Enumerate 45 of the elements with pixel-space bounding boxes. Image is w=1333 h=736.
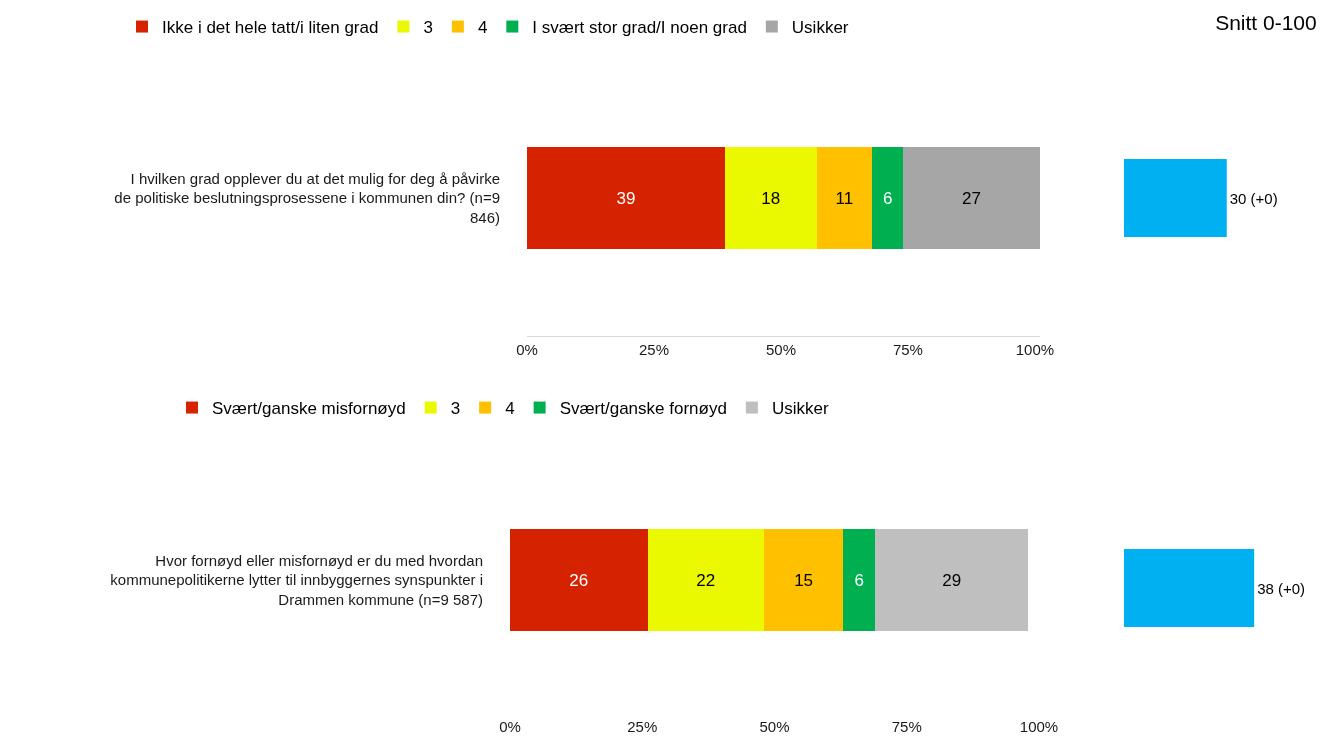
data-label: 15 xyxy=(794,570,814,590)
x-tick-label: 0% xyxy=(499,718,521,735)
x-tick-label: 25% xyxy=(627,718,658,735)
legend-label: 3 xyxy=(450,399,461,419)
data-label: 27 xyxy=(961,188,981,208)
legend-label: 4 xyxy=(477,18,488,38)
legend-label: Svært/ganske misfornøyd xyxy=(212,399,406,419)
data-label: 29 xyxy=(942,570,962,590)
legend-label: I svært stor grad/I noen grad xyxy=(532,18,747,38)
y-tick-label: Hvor fornøyd eller misfornøyd er du med hvordan kommunepolitikerne lytter til innbyggernes synspunkter i Drammen kommune (n=9 587) xyxy=(110,551,483,608)
chart-title: Snitt 0-100 xyxy=(1215,11,1317,35)
data-label: 26 xyxy=(569,570,589,590)
bar xyxy=(872,146,903,250)
x-tick-label: 0% xyxy=(516,341,538,358)
data-label: 22 xyxy=(696,570,716,590)
legend-label: Usikker xyxy=(791,18,849,38)
x-tick-label: 50% xyxy=(765,341,796,358)
data-label: 39 xyxy=(616,188,636,208)
x-tick-label: 75% xyxy=(891,718,922,735)
data-label: 38 (+0) xyxy=(1257,579,1306,597)
bar xyxy=(843,529,876,631)
bar xyxy=(902,146,1040,250)
data-label: 18 xyxy=(761,188,781,208)
legend-label: Usikker xyxy=(771,399,829,419)
bar xyxy=(527,146,726,250)
y-tick-label: I hvilken grad opplever du at det mulig for deg å påvirke de politiske beslutningsprosessene i kommunen din? (n=9 846) xyxy=(114,169,500,226)
x-tick-label: 50% xyxy=(759,718,790,735)
x-tick-label: 100% xyxy=(1015,341,1055,358)
legend-label: Svært/ganske fornøyd xyxy=(559,399,727,419)
legend-label: 3 xyxy=(423,18,433,38)
data-label: 30 (+0) xyxy=(1229,189,1278,207)
x-tick-label: 25% xyxy=(638,341,669,358)
x-tick-label: 100% xyxy=(1019,718,1059,735)
bar xyxy=(875,529,1029,631)
data-label: 11 xyxy=(835,188,854,208)
legend-label: 4 xyxy=(505,399,515,419)
bar xyxy=(510,529,648,631)
x-tick-label: 75% xyxy=(892,341,923,358)
bar xyxy=(647,529,764,631)
bar xyxy=(725,146,817,250)
bar xyxy=(763,529,844,631)
legend-label: Ikke i det hele tatt/i liten grad xyxy=(162,18,379,38)
data-label: 6 xyxy=(854,570,864,590)
data-label: 6 xyxy=(882,188,893,208)
bar xyxy=(816,146,873,250)
